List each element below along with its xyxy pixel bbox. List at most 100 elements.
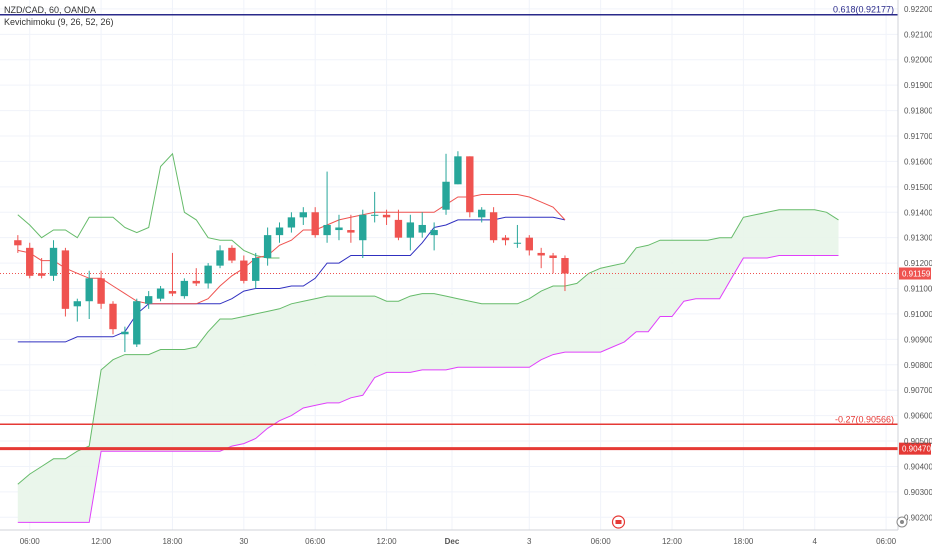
chart-legend: NZD/CAD, 60, OANDA Kevichimoku (9, 26, 5… <box>4 4 114 28</box>
candle-body <box>14 240 22 246</box>
fib-level-label: 0.618(0.92177) <box>833 5 894 15</box>
candle-body <box>466 156 474 213</box>
price-tick-label: 0.90900 <box>904 335 932 344</box>
time-tick-label: 06:00 <box>876 537 897 546</box>
candle-body <box>501 237 510 241</box>
price-tick-label: 0.90400 <box>904 462 932 471</box>
candle-body <box>406 222 415 238</box>
time-tick-label: 18:00 <box>733 537 754 546</box>
chikou-span-line <box>17 152 280 259</box>
price-tick-label: 0.90500 <box>904 437 932 446</box>
price-tick-label: 0.91300 <box>904 234 932 243</box>
time-tick-label: 06:00 <box>305 537 326 546</box>
price-tick-label: 0.91000 <box>904 310 932 319</box>
candle-body <box>347 230 355 233</box>
time-tick-label: 4 <box>813 537 818 546</box>
time-tick-label: 12:00 <box>377 537 398 546</box>
price-axis[interactable]: 0.92200 0.92100 0.92000 0.91900 0.91800 0.917… <box>897 0 932 530</box>
candle-body <box>359 214 367 241</box>
time-tick-label: 06:00 <box>591 537 612 546</box>
candle-body <box>478 209 486 218</box>
price-tick-label: 0.90800 <box>904 361 932 370</box>
candle-body <box>252 258 260 281</box>
candle-body <box>61 250 70 309</box>
candle-body <box>109 303 117 330</box>
settings-gear-center-icon <box>900 520 904 524</box>
candlesticks <box>14 151 569 353</box>
price-tick-label: 0.91200 <box>904 259 932 268</box>
price-tick-label: 0.91500 <box>904 183 932 192</box>
time-tick-label: 30 <box>239 537 248 546</box>
senkou-span-a-line <box>17 209 839 485</box>
candle-body <box>121 331 129 335</box>
candle-body <box>49 247 58 276</box>
candle-body <box>85 278 93 302</box>
price-tick-label: 0.90300 <box>904 488 932 497</box>
time-tick-label: 18:00 <box>162 537 183 546</box>
chart-icons[interactable] <box>611 515 908 529</box>
price-tick-label: 0.91100 <box>904 285 932 294</box>
candle-body <box>144 296 153 304</box>
candle-body <box>442 181 450 210</box>
candle-body <box>525 237 533 251</box>
kijun-sen-line <box>17 216 566 343</box>
event-flag-icon <box>615 520 622 524</box>
candle-body <box>382 214 391 218</box>
candle-body <box>537 252 545 256</box>
candle-body <box>26 247 34 276</box>
indicator-lines <box>17 152 839 523</box>
symbol-label: NZD/CAD, 60, OANDA <box>4 5 97 15</box>
time-axis[interactable]: 06:00 12:00 18:00 30 06:00 12:00 Dec 3 06:00 12:0… <box>0 529 898 546</box>
support-price-tag <box>899 442 931 455</box>
candle-body <box>394 219 403 238</box>
time-tick-label: 12:00 <box>662 537 683 546</box>
candle-body <box>73 301 81 307</box>
time-tick-label: 12:00 <box>91 537 112 546</box>
price-tick-label: 0.91600 <box>904 157 932 166</box>
candle-body <box>240 260 248 281</box>
candle-body <box>335 227 343 231</box>
candle-body <box>133 301 141 345</box>
candle-body <box>549 255 557 259</box>
candle-body <box>168 291 177 294</box>
candle-body <box>323 224 331 236</box>
indicator-label: Kevichimoku (9, 26, 52, 26) <box>4 17 114 27</box>
price-tick-label: 0.90200 <box>904 513 932 522</box>
candle-body <box>216 250 224 266</box>
candle-body <box>489 212 498 241</box>
last-price-tag-label: 0.91159 <box>902 270 931 279</box>
candle-body <box>180 280 189 297</box>
support-price-tag-label: 0.90470 <box>902 445 931 454</box>
candle-body <box>299 212 307 218</box>
kumo-cloud-fill <box>17 209 839 523</box>
ichimoku-cloud <box>17 209 839 523</box>
candle-body <box>37 273 46 276</box>
horizontal-levels[interactable]: 0.618(0.92177) -0.27(0.90566) 0.90470 0.911… <box>0 5 931 455</box>
time-tick-label: Dec <box>445 537 460 546</box>
candle-body <box>418 224 426 233</box>
last-price-tag <box>899 267 931 280</box>
price-tick-label: 0.92100 <box>904 30 932 39</box>
candle-body <box>275 227 284 236</box>
price-tick-label: 0.90600 <box>904 412 932 421</box>
time-tick-label: 3 <box>527 537 532 546</box>
candle-body <box>204 265 212 284</box>
candle-body <box>370 214 379 216</box>
candle-body <box>287 217 296 228</box>
price-tick-label: 0.92000 <box>904 56 932 65</box>
candle-body <box>430 230 438 236</box>
candle-body <box>561 258 569 274</box>
candle-body <box>454 156 462 185</box>
price-tick-label: 0.91800 <box>904 107 932 116</box>
price-tick-label: 0.92200 <box>904 5 932 14</box>
tenkan-sen-line <box>17 194 566 305</box>
fib-level-label: -0.27(0.90566) <box>835 414 894 424</box>
price-tick-label: 0.90700 <box>904 386 932 395</box>
senkou-span-b-line <box>17 255 839 523</box>
candle-body <box>311 212 319 236</box>
candle-body <box>192 280 200 284</box>
candle-body <box>156 288 165 299</box>
time-tick-label: 06:00 <box>20 537 41 546</box>
